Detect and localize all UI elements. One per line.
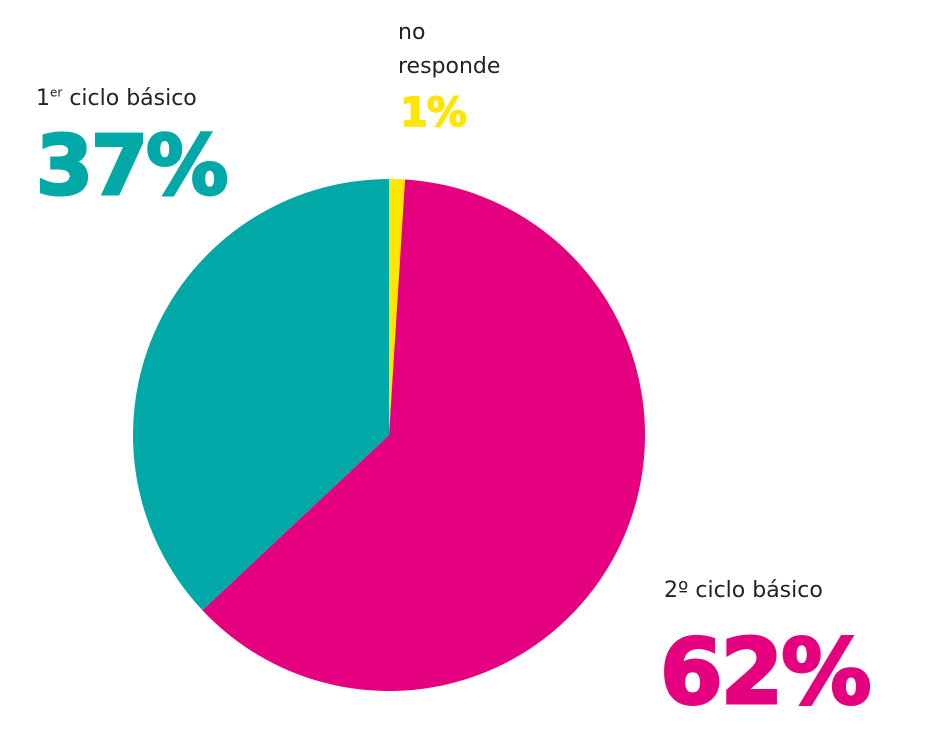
pie-slice-segundo-ciclo xyxy=(202,179,646,692)
primer-ciclo-label-sup: er xyxy=(50,85,63,100)
no-responde-label: no responde xyxy=(398,16,500,84)
pie-slice-no-responde xyxy=(389,179,406,435)
primer-ciclo-label-prefix: 1 xyxy=(36,86,50,111)
primer-ciclo-label: 1er ciclo básico xyxy=(36,82,197,116)
primer-ciclo-label-suffix: ciclo básico xyxy=(62,86,197,111)
no-responde-label-line2: responde xyxy=(398,54,501,79)
no-responde-label-line1: no xyxy=(398,20,426,45)
segundo-ciclo-percent: 62% xyxy=(658,620,872,725)
no-responde-percent: 1% xyxy=(399,89,467,137)
pie-slice-primer-ciclo xyxy=(132,179,390,611)
segundo-ciclo-label: 2º ciclo básico xyxy=(664,578,823,603)
primer-ciclo-percent: 37% xyxy=(34,119,229,214)
